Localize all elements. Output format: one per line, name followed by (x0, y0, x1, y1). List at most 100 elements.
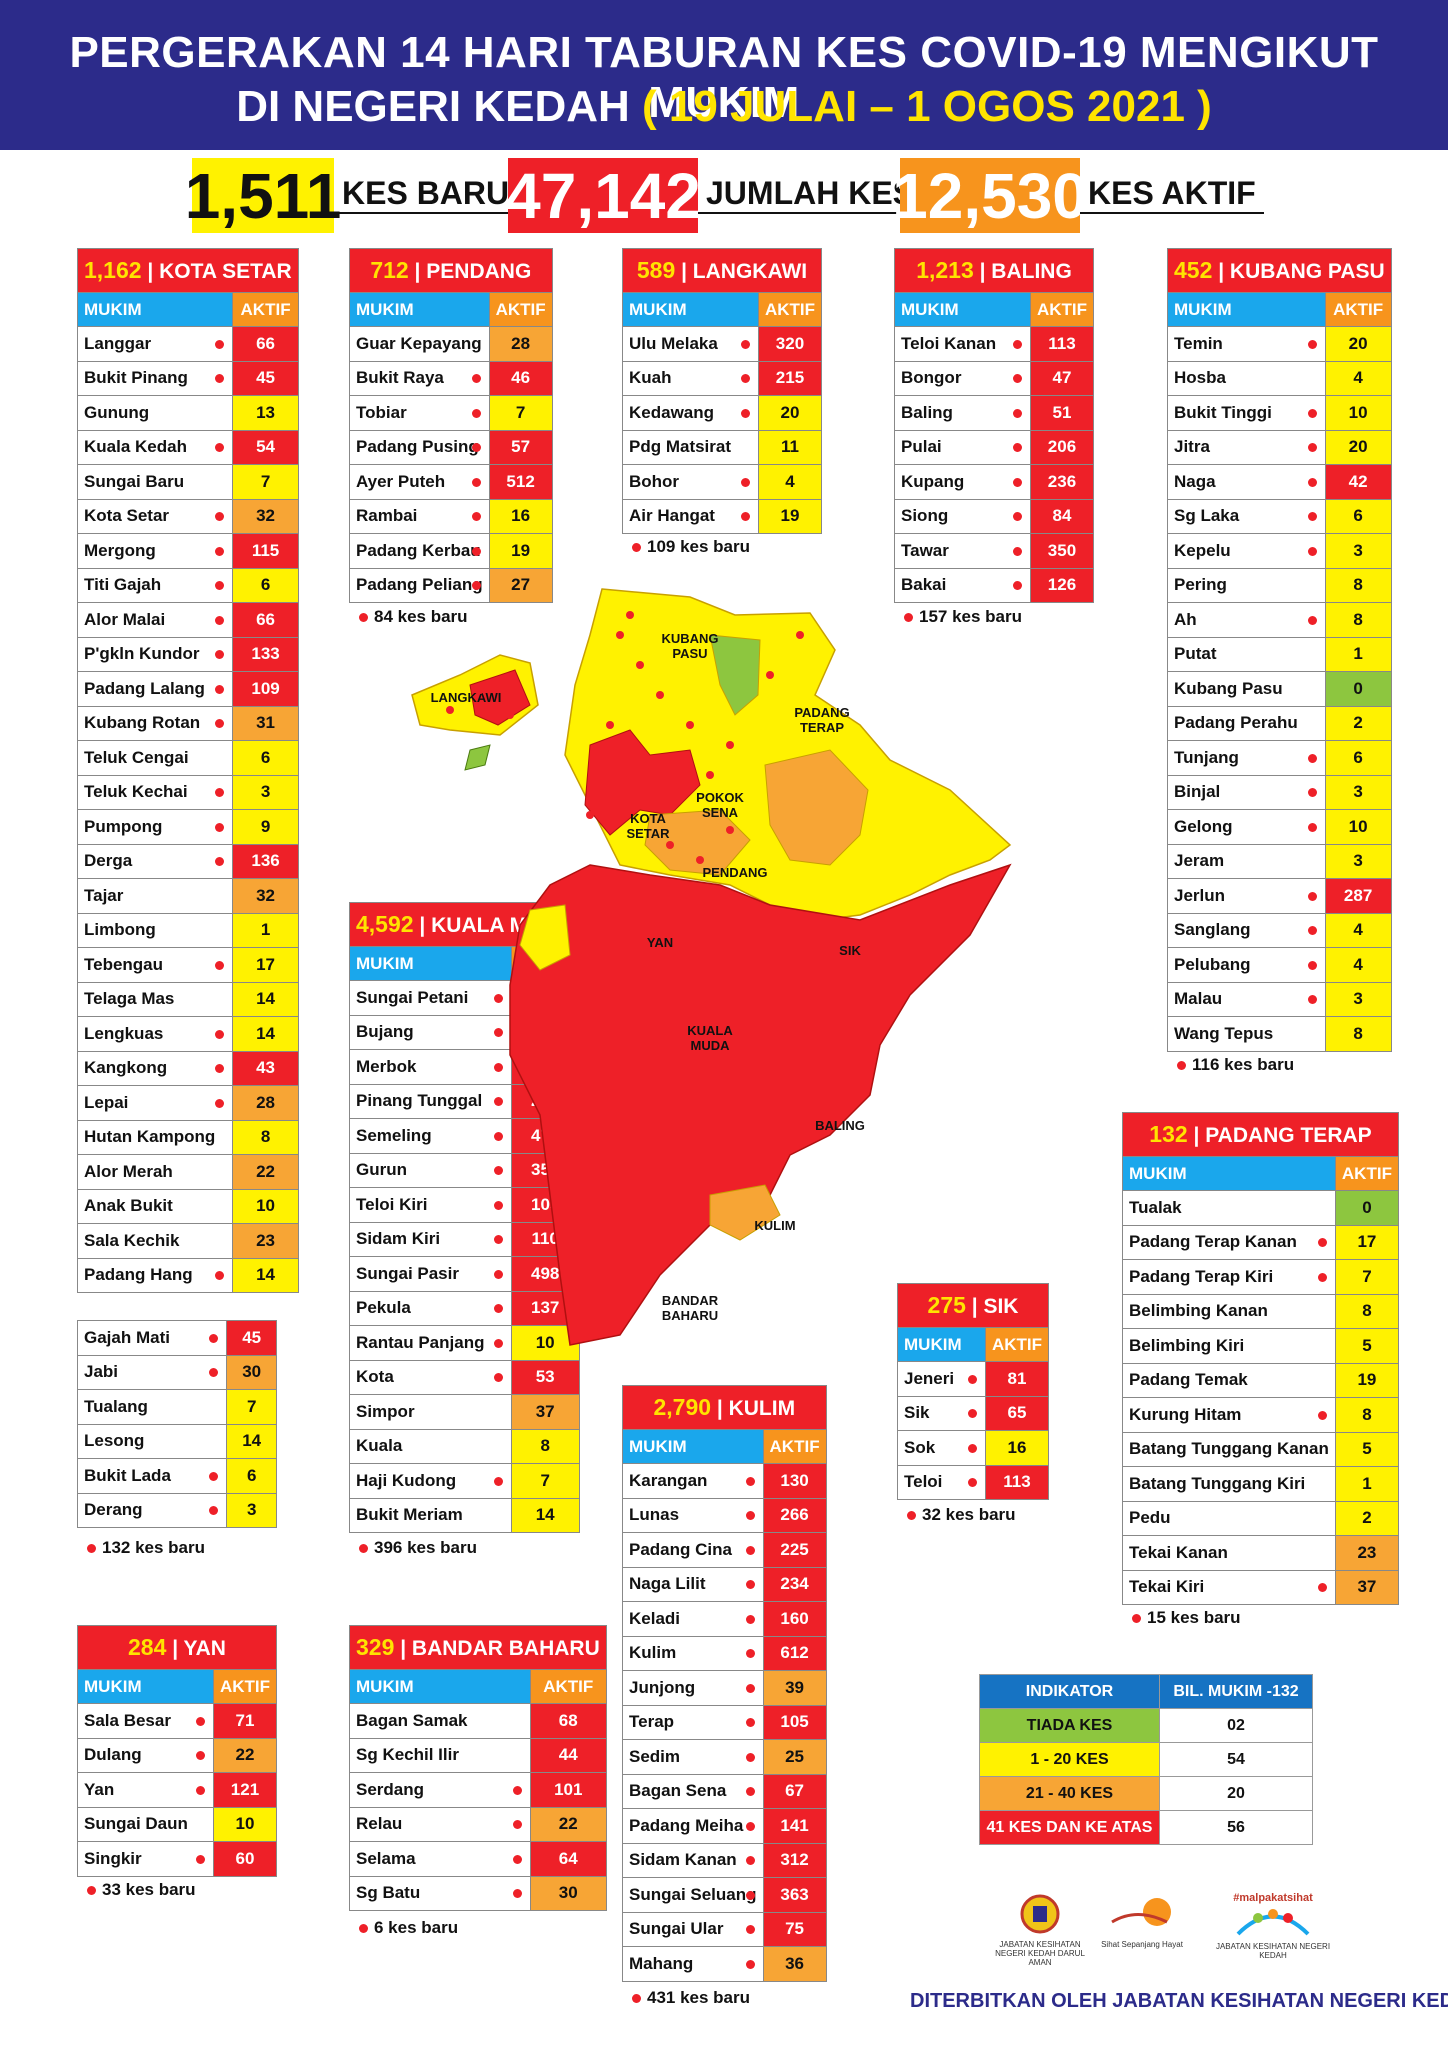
mukim-name: Merbok (349, 1049, 512, 1085)
mukim-name: Binjal (1167, 774, 1326, 810)
district-name: | BANDAR BAHARU (394, 1637, 600, 1660)
mukim-name: Tekai Kanan (1122, 1535, 1336, 1571)
table-row: Tualang 7 (76, 1389, 277, 1425)
district-total: 452 (1174, 257, 1213, 283)
table-row: Sungai Baru 7 (76, 464, 299, 500)
active-cases-value: 350 (1029, 533, 1095, 569)
mukim-name: Sungai Ular (622, 1911, 764, 1947)
mukim-name: Teloi Kiri (349, 1187, 512, 1223)
table-row: Singkir 60 (77, 1841, 278, 1877)
district-table-pendang: 712 | PENDANG MUKIM AKTIF Guar Kepayang 28 Bu… (349, 248, 553, 603)
legend-row: TIADA KES 02 (979, 1708, 1313, 1743)
active-cases-value: 54 (232, 429, 299, 465)
stat-total-label: JUMLAH KES (698, 168, 923, 214)
table-row: Kubang Pasu 0 (1167, 671, 1392, 707)
mukim-name: Alor Malai (76, 602, 234, 638)
col-mukim-header: MUKIM (622, 292, 759, 327)
note-dot-icon (359, 1924, 368, 1934)
active-cases-value: 133 (232, 636, 299, 672)
new-case-dot-icon (215, 546, 225, 556)
active-cases-value: 236 (1029, 464, 1095, 500)
note-dot-icon (87, 1886, 96, 1896)
col-aktif-header: AKTIF (1334, 1156, 1399, 1191)
note-dot-icon (359, 1544, 368, 1554)
table-row: Sala Besar 71 (77, 1703, 278, 1739)
active-cases-value: 20 (1324, 326, 1392, 362)
active-cases-value: 6 (1324, 498, 1392, 534)
new-case-dot-icon (1317, 1272, 1327, 1282)
mukim-name: Padang Pusing (349, 429, 490, 465)
new-cases-note: 132 kes baru (87, 1538, 205, 1558)
table-row: Sg Laka 6 (1167, 498, 1392, 534)
active-cases-value: 44 (529, 1737, 607, 1773)
new-case-dot-icon (1012, 581, 1022, 591)
legend-row: 21 - 40 KES 20 (979, 1776, 1313, 1811)
active-cases-value: 51 (1029, 395, 1095, 431)
footer-publisher: DITERBITKAN OLEH JABATAN KESIHATAN NEGER… (910, 1990, 1448, 2012)
table-row: Siong 84 (894, 498, 1095, 534)
new-case-dot-icon (1012, 477, 1022, 487)
legend-count-header: BIL. MUKIM -132 (1159, 1674, 1313, 1709)
active-cases-value: 2 (1324, 705, 1392, 741)
mukim-name: P'gkln Kundor (76, 636, 234, 672)
table-row: Baling 51 (894, 395, 1095, 431)
table-row: Telaga Mas 14 (76, 981, 299, 1017)
new-case-dot-icon (493, 1235, 503, 1245)
active-cases-value: 37 (1334, 1569, 1399, 1605)
new-case-dot-icon (215, 822, 225, 832)
district-table-kota-setar: 1,162 | KOTA SETAR MUKIM AKTIF Langgar 66 Buk… (76, 248, 299, 1293)
active-cases-value: 363 (762, 1877, 827, 1913)
col-mukim-header: MUKIM (349, 292, 490, 327)
table-row: Pdg Matsirat 11 (622, 429, 823, 465)
active-cases-value: 64 (529, 1841, 607, 1877)
map-region-red-kota-setar (584, 729, 701, 836)
title-line2: DI NEGERI KEDAH ( 19 JULAI – 1 OGOS 2021… (0, 82, 1448, 132)
new-case-dot-icon (215, 1271, 225, 1281)
crest-icon (1020, 1894, 1060, 1934)
new-case-dot-icon (493, 1166, 503, 1176)
active-cases-value: 4 (1324, 360, 1392, 396)
col-aktif-header: AKTIF (757, 292, 823, 327)
district-table-sik: 275 | SIK MUKIM AKTIF Jeneri 81 Sik 65 Sok 16 Tel… (897, 1283, 1050, 1500)
table-row: Sg Kechil Ilir 44 (349, 1737, 607, 1773)
new-case-dot-icon (1307, 788, 1317, 798)
district-name: | KOTA SETAR (141, 260, 292, 283)
district-total: 1,213 (916, 257, 974, 283)
title-date: ( 19 JULAI – 1 OGOS 2021 ) (642, 82, 1212, 131)
active-cases-value: 20 (757, 395, 823, 431)
table-row: Lepai 28 (76, 1085, 299, 1121)
new-case-dot-icon (967, 1478, 977, 1488)
map-label: BANDAR BAHARU (662, 1293, 719, 1323)
new-cases-note: 396 kes baru (359, 1538, 477, 1558)
col-mukim-header: MUKIM (77, 1669, 214, 1704)
mukim-name: Lunas (622, 1497, 764, 1533)
table-row: Sanglang 4 (1167, 912, 1392, 948)
table-row: Putat 1 (1167, 636, 1392, 672)
map-case-dot (476, 686, 484, 694)
mukim-name: Kota (349, 1359, 512, 1395)
mukim-name: Kepelu (1167, 533, 1326, 569)
new-cases-note: 6 kes baru (359, 1918, 458, 1938)
new-case-dot-icon (967, 1374, 977, 1384)
active-cases-value: 14 (232, 1016, 299, 1052)
active-cases-value: 25 (762, 1739, 827, 1775)
active-cases-value: 113 (1029, 326, 1095, 362)
active-cases-value: 3 (1324, 774, 1392, 810)
table-row: Terap 105 (622, 1704, 827, 1740)
mukim-name: Sedim (622, 1739, 764, 1775)
map-case-dot (606, 721, 614, 729)
new-case-dot-icon (493, 1373, 503, 1383)
table-row: Jabi 30 (76, 1354, 277, 1390)
map-label: PENDANG (702, 865, 767, 880)
mukim-name: Ah (1167, 602, 1326, 638)
table-row: Pedu 2 (1122, 1500, 1399, 1536)
new-case-dot-icon (740, 408, 750, 418)
table-row: Serdang 101 (349, 1772, 607, 1808)
mukim-name: Pekula (349, 1290, 512, 1326)
district-total: 589 (636, 257, 676, 283)
mukim-name: Gajah Mati (76, 1320, 228, 1356)
mukim-name: Anak Bukit (76, 1188, 234, 1224)
note-dot-icon (87, 1544, 96, 1554)
mukim-name: Tawar (894, 533, 1031, 569)
district-table-langkawi: 589 | LANGKAWI MUKIM AKTIF Ulu Melaka 320 Kua… (622, 248, 823, 534)
